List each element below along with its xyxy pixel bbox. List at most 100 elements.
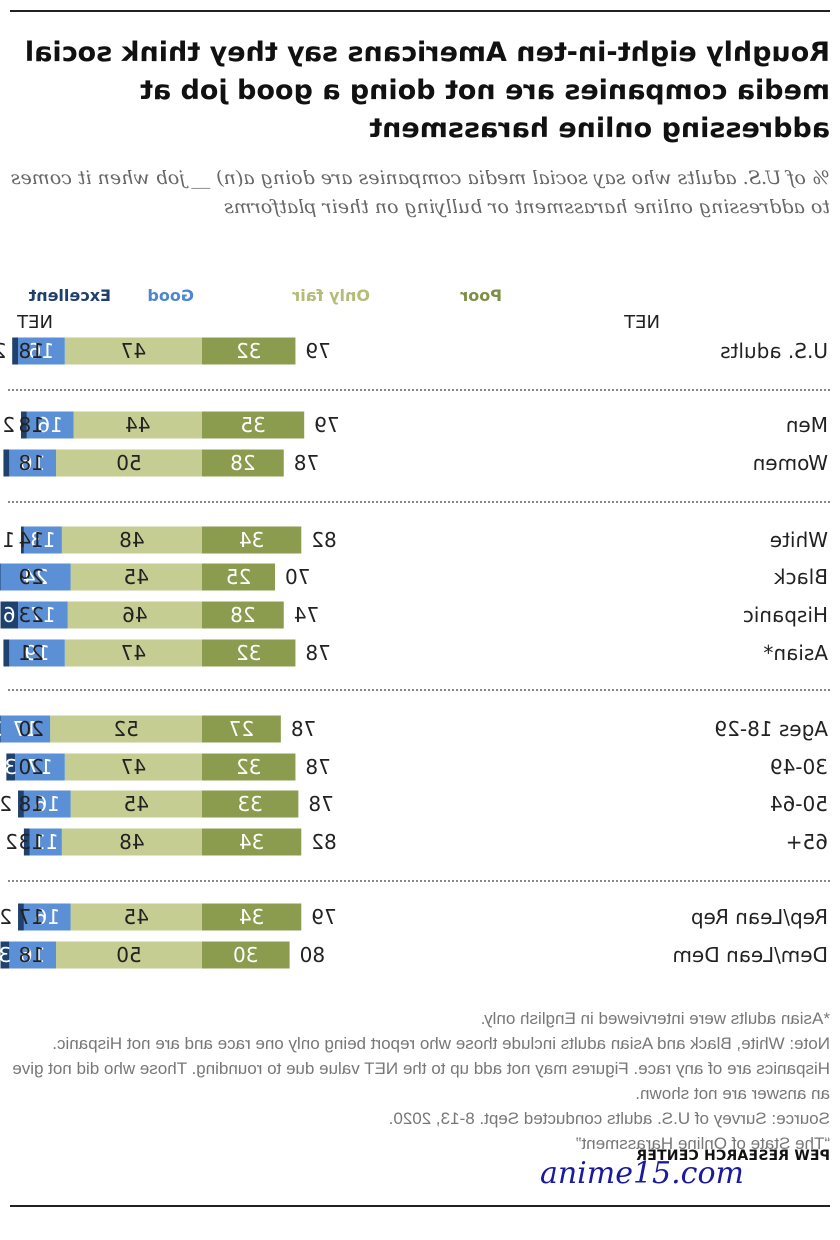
- bar-excellent: [12, 337, 19, 365]
- label-only-fair: 47: [121, 641, 146, 665]
- net-negative-value: 79: [314, 413, 339, 437]
- label-only-fair: 52: [113, 717, 138, 741]
- label-only-fair: 47: [121, 339, 146, 363]
- watermark: anime15.com: [539, 1156, 744, 1191]
- net-negative-value: 78: [291, 717, 316, 741]
- label-only-fair: 47: [121, 755, 146, 779]
- group-separator: [8, 880, 830, 882]
- bar-only-fair: [73, 411, 202, 439]
- label-poor: 32: [236, 755, 261, 779]
- net-negative-value: 70: [285, 565, 310, 589]
- row-label: Asian*: [763, 641, 828, 665]
- net-positive-value: 20: [19, 755, 44, 779]
- label-good: 16: [37, 413, 62, 437]
- bar-poor: [202, 601, 284, 629]
- label-good: 17: [30, 603, 55, 627]
- bar-excellent: [18, 790, 24, 818]
- net-positive-value: 13: [19, 830, 44, 854]
- bar-only-fair: [70, 903, 202, 931]
- label-only-fair: 46: [122, 603, 147, 627]
- bar-good: [9, 639, 65, 667]
- bar-only-fair: [70, 790, 202, 818]
- bar-good: [23, 790, 71, 818]
- bar-only-fair: [70, 563, 202, 591]
- label-poor: 30: [233, 943, 258, 967]
- bar-good: [9, 449, 56, 477]
- bar-poor: [202, 903, 302, 931]
- row-label: White: [770, 528, 828, 552]
- net-negative-value: 78: [305, 641, 330, 665]
- note-asian: *Asian adults were interviewed in Englis…: [480, 1009, 830, 1028]
- net-negative-value: 74: [294, 603, 319, 627]
- label-good: 13: [30, 528, 55, 552]
- label-poor: 32: [236, 339, 261, 363]
- bar-good: [0, 715, 51, 743]
- bar-only-fair: [67, 601, 202, 629]
- row-label: Ages 18-29: [714, 717, 828, 741]
- label-only-fair: 45: [124, 792, 149, 816]
- label-good: 17: [27, 755, 52, 779]
- bar-poor: [202, 563, 275, 591]
- net-negative-value: 80: [300, 943, 325, 967]
- bar-only-fair: [64, 753, 202, 781]
- label-excellent: 2: [0, 792, 12, 816]
- label-good: 11: [33, 830, 58, 854]
- bar-excellent: [0, 941, 10, 969]
- label-good: 17: [13, 717, 38, 741]
- label-excellent: 3: [0, 717, 3, 741]
- net-positive-value: 18: [19, 339, 44, 363]
- bar-excellent: [0, 715, 1, 743]
- bar-good: [18, 601, 68, 629]
- label-excellent: 2: [0, 905, 12, 929]
- label-poor: 33: [237, 792, 262, 816]
- bar-only-fair: [61, 828, 202, 856]
- bar-only-fair: [61, 526, 202, 554]
- bottom-rule: [10, 1205, 830, 1207]
- bar-only-fair: [50, 715, 202, 743]
- row-label: Rep/Lean Rep: [691, 905, 828, 929]
- bar-poor: [202, 790, 299, 818]
- row-label: Women: [753, 451, 828, 475]
- net-negative-value: 78: [294, 451, 319, 475]
- bar-good: [29, 828, 62, 856]
- note-source: Source: Survey of U.S. adults conducted …: [388, 1109, 830, 1128]
- net-positive-value: 14: [19, 528, 44, 552]
- row-label: 50-64: [770, 792, 828, 816]
- label-only-fair: 45: [124, 565, 149, 589]
- label-poor: 28: [230, 603, 255, 627]
- bar-excellent: [0, 601, 19, 629]
- label-only-fair: 50: [116, 451, 141, 475]
- bar-good: [26, 411, 74, 439]
- net-positive-value: 18: [19, 413, 44, 437]
- row-label: Hispanic: [743, 603, 828, 627]
- label-poor: 27: [229, 717, 254, 741]
- row-label: 65+: [786, 830, 828, 854]
- label-excellent: 6: [3, 603, 16, 627]
- row-label: Black: [773, 565, 828, 589]
- bar-good: [23, 526, 62, 554]
- row-label: 30-49: [770, 755, 828, 779]
- label-good: 16: [35, 792, 60, 816]
- bar-good: [9, 941, 56, 969]
- net-negative-value: 79: [305, 339, 330, 363]
- net-positive-value: 29: [19, 565, 44, 589]
- bar-poor: [202, 411, 305, 439]
- label-good: 16: [35, 905, 60, 929]
- bar-poor: [202, 337, 296, 365]
- label-good: 16: [20, 451, 45, 475]
- label-good: 16: [20, 943, 45, 967]
- group-separator: [8, 389, 830, 391]
- net-negative-value: 78: [305, 755, 330, 779]
- label-only-fair: 48: [119, 528, 144, 552]
- bar-good: [18, 337, 65, 365]
- net-positive-value: 17: [19, 905, 44, 929]
- group-separator: [8, 501, 830, 503]
- label-poor: 25: [226, 565, 251, 589]
- label-excellent: 2: [0, 339, 6, 363]
- bar-poor: [202, 753, 296, 781]
- bar-excellent: [23, 828, 30, 856]
- bar-poor: [202, 828, 302, 856]
- chart-notes: *Asian adults were interviewed in Englis…: [10, 1006, 830, 1156]
- label-only-fair: 50: [116, 943, 141, 967]
